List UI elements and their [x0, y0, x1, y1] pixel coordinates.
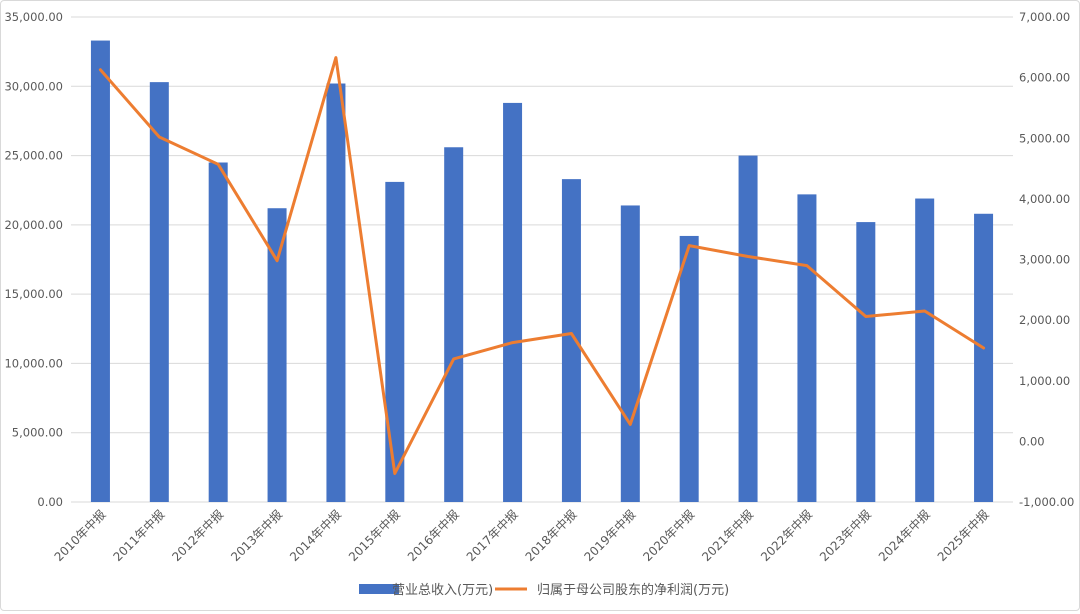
y-left-tick-label: 35,000.00	[4, 10, 63, 24]
bar	[90, 40, 110, 503]
y-right-tick-label: 4,000.00	[1019, 192, 1070, 206]
bar	[620, 205, 640, 502]
x-tick-label: 2022年中报	[757, 507, 815, 565]
bar	[149, 82, 169, 502]
bar	[503, 102, 523, 503]
y-left-tick-label: 10,000.00	[4, 356, 63, 370]
y-right-tick-label: 6,000.00	[1019, 71, 1070, 85]
bar	[208, 162, 228, 502]
bar	[974, 213, 994, 502]
y-right-tick-label: 0.00	[1019, 434, 1045, 448]
x-tick-label: 2024年中报	[875, 507, 933, 565]
bar	[267, 208, 287, 502]
x-tick-label: 2012年中报	[169, 507, 227, 565]
legend-swatch-revenue	[359, 584, 399, 594]
y-right-tick-label: 2,000.00	[1019, 313, 1070, 327]
bar	[444, 147, 464, 502]
x-tick-label: 2023年中报	[816, 507, 874, 565]
bar	[679, 235, 699, 502]
y-right-tick-label: 3,000.00	[1019, 253, 1070, 267]
bar	[561, 179, 581, 502]
x-tick-label: 2016年中报	[404, 507, 462, 565]
x-tick-label: 2013年中报	[228, 507, 286, 565]
y-right-tick-label: 5,000.00	[1019, 131, 1070, 145]
y-left-tick-label: 25,000.00	[4, 149, 63, 163]
x-axis-ticks: 2010年中报 2011年中报 2012年中报 2013年中报 2014年中报 2015年…	[51, 507, 992, 565]
bar	[738, 155, 758, 503]
y-right-tick-label: 1,000.00	[1019, 374, 1070, 388]
x-tick-label: 2025年中报	[934, 507, 992, 565]
gridlines	[71, 16, 1013, 503]
x-tick-label: 2019年中报	[581, 507, 639, 565]
y-left-tick-label: 30,000.00	[4, 79, 63, 93]
y-left-tick-label: 5,000.00	[12, 426, 63, 440]
x-tick-label: 2020年中报	[640, 507, 698, 565]
x-tick-label: 2014年中报	[286, 507, 344, 565]
y-right-tick-label: 7,000.00	[1019, 10, 1070, 24]
y-right-tick-label: -1,000.00	[1019, 495, 1074, 509]
y-left-tick-label: 15,000.00	[4, 287, 63, 301]
bar	[797, 194, 817, 502]
x-tick-label: 2017年中报	[463, 507, 521, 565]
bar	[915, 198, 935, 502]
x-tick-label: 2021年中报	[699, 507, 757, 565]
legend: 营业总收入(万元) 归属于母公司股东的净利润(万元)	[359, 582, 729, 598]
y-left-tick-label: 20,000.00	[4, 218, 63, 232]
x-tick-label: 2018年中报	[522, 507, 580, 565]
line-series-net-profit	[98, 56, 986, 475]
bar	[385, 181, 405, 502]
x-tick-label: 2015年中报	[345, 507, 403, 565]
y-left-tick-label: 0.00	[37, 495, 63, 509]
y-axis-right-ticks: -1,000.00 0.00 1,000.00 2,000.00 3,000.00 4,0…	[1019, 10, 1074, 509]
y-axis-left-ticks: 0.00 5,000.00 10,000.00 15,000.00 20,000.00 2…	[4, 10, 63, 509]
x-tick-label: 2011年中报	[110, 507, 168, 565]
x-tick-label: 2010年中报	[51, 507, 109, 565]
legend-label-revenue: 营业总收入(万元)	[392, 583, 493, 598]
bar	[856, 222, 876, 503]
bar	[326, 83, 346, 502]
legend-label-net-profit: 归属于母公司股东的净利润(万元)	[537, 582, 729, 598]
